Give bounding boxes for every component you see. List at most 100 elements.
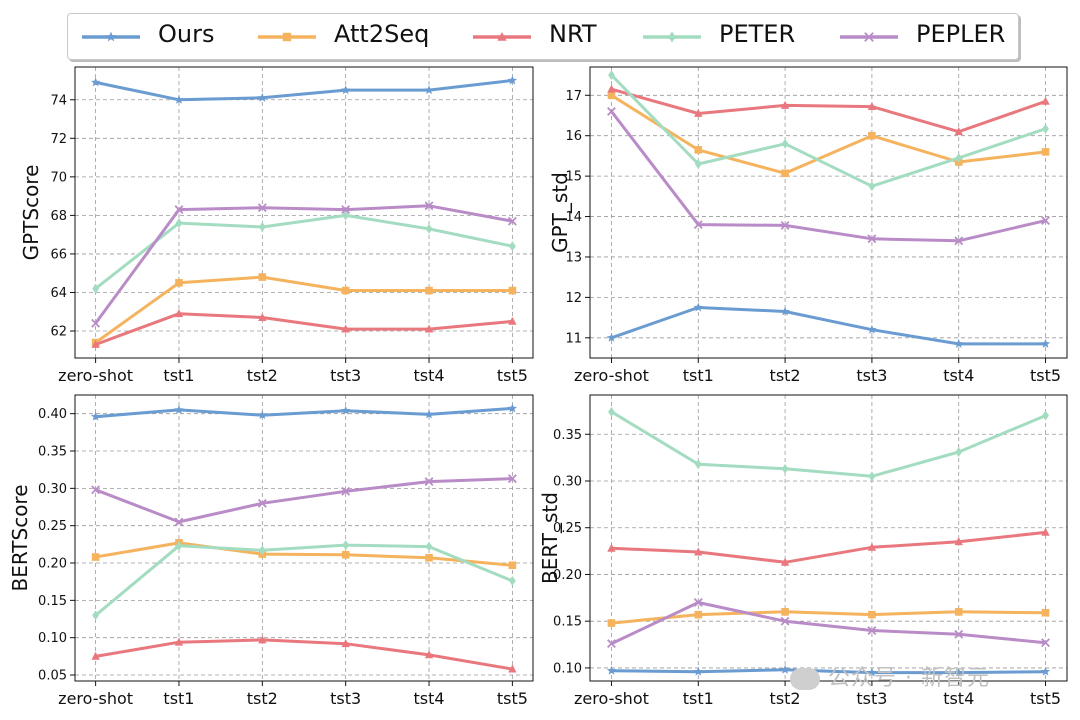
data-point-peter <box>425 223 433 234</box>
data-point-att2seq <box>868 610 876 619</box>
series-line-nrt <box>95 638 513 671</box>
data-point-att2seq <box>175 279 183 287</box>
x-tick-label: tst5 <box>497 366 528 385</box>
data-point-nrt <box>341 324 350 333</box>
legend-marker-x <box>864 32 874 42</box>
legend-label: NRT <box>549 20 597 48</box>
data-point-nrt <box>258 312 267 321</box>
data-point-peter <box>508 241 516 252</box>
x-tick-label: tst2 <box>770 366 801 385</box>
x-tick-label: tst2 <box>247 366 278 385</box>
series-line-att2seq <box>94 275 513 344</box>
x-tick-label: tst3 <box>856 689 887 708</box>
data-point-pepler <box>693 598 703 607</box>
data-point-att2seq <box>341 551 350 559</box>
data-point-att2seq <box>425 553 433 562</box>
series-line-ours <box>95 406 513 419</box>
subplot-gptscore: zero-shot tst1 tst2 tst3 tst4 tst5 62 64 66 68 70 7… <box>19 66 534 385</box>
y-tick-label: 66 <box>50 247 67 262</box>
data-point-peter <box>868 181 876 192</box>
data-point-ours <box>780 306 790 316</box>
data-point-ours <box>90 411 101 421</box>
data-point-ours <box>1040 666 1051 676</box>
data-point-nrt <box>91 339 100 348</box>
y-tick-label: 12 <box>565 291 582 306</box>
data-point-pepler <box>257 498 267 508</box>
data-point-nrt <box>607 543 616 552</box>
data-point-peter <box>175 540 183 551</box>
data-point-pepler <box>1041 638 1050 648</box>
x-tick-label: tst2 <box>770 689 801 708</box>
legend-label: Ours <box>158 20 215 48</box>
data-point-peter <box>955 152 963 163</box>
data-point-nrt <box>954 127 963 136</box>
data-point-peter <box>868 471 876 482</box>
series-line-pepler <box>610 601 1046 645</box>
x-tick-label: tst5 <box>1030 366 1061 385</box>
legend-marker-triangle <box>497 31 507 41</box>
data-point-pepler <box>424 477 434 487</box>
data-point-pepler <box>1041 216 1050 226</box>
data-point-pepler <box>174 517 184 527</box>
x-tick-label: tst3 <box>856 366 887 385</box>
y-tick-label: 68 <box>50 209 67 224</box>
data-point-ours <box>507 403 518 413</box>
data-point-pepler <box>91 318 101 328</box>
subplot-bertscore: zero-shot tst1 tst2 tst3 tst4 tst5 0.05 0.10 0.1… <box>8 394 534 708</box>
y-axis-label: GPTScore <box>19 165 43 261</box>
data-point-pepler <box>607 107 616 116</box>
series-line-att2seq <box>611 610 1046 625</box>
y-axis-label: BERTScore <box>8 484 32 591</box>
data-point-peter <box>1042 410 1049 421</box>
plot-frame <box>74 394 534 682</box>
legend: Ours Att2Seq NRT PETER PEPLER <box>67 13 1019 60</box>
y-tick-label: 0.05 <box>38 669 67 684</box>
y-tick-label: 13 <box>565 250 582 265</box>
series-line-ours <box>611 306 1046 346</box>
data-point-pepler <box>174 205 184 215</box>
data-point-pepler <box>91 485 101 495</box>
x-tick-label: tst4 <box>414 366 445 385</box>
data-point-peter <box>955 447 963 457</box>
data-point-ours <box>424 85 434 95</box>
y-tick-label: 0.35 <box>553 428 582 443</box>
y-tick-label: 14 <box>565 210 582 225</box>
x-tick-label: tst4 <box>943 366 974 385</box>
data-point-nrt <box>424 650 434 659</box>
data-point-pepler <box>607 639 616 649</box>
subplot-gpt-std: zero-shot tst1 tst2 tst3 tst4 tst5 11 12 13 14 15 1… <box>548 66 1068 385</box>
data-point-att2seq <box>694 610 703 619</box>
data-point-att2seq <box>341 286 350 295</box>
data-point-ours <box>424 409 434 419</box>
legend-label: Att2Seq <box>334 20 430 48</box>
data-point-peter <box>781 463 789 474</box>
x-tick-label: tst3 <box>330 689 361 708</box>
data-point-nrt <box>258 635 267 644</box>
data-point-att2seq <box>508 561 517 570</box>
x-tick-label: tst5 <box>1030 689 1061 708</box>
data-point-nrt <box>1041 96 1050 105</box>
data-point-nrt <box>1041 527 1050 536</box>
series-line-att2seq <box>95 541 513 567</box>
data-point-ours <box>340 405 351 415</box>
data-point-peter <box>92 283 100 294</box>
y-tick-label: 0.20 <box>38 557 67 572</box>
data-point-nrt <box>867 542 877 551</box>
data-point-pepler <box>257 203 267 213</box>
data-point-att2seq <box>425 286 433 295</box>
series-line-pepler <box>94 204 513 325</box>
series-line-peter <box>94 213 513 290</box>
y-tick-label: 0.25 <box>553 521 582 536</box>
watermark-text: 公众号 · 新智元 <box>828 666 990 691</box>
x-tick-label: tst2 <box>247 689 278 708</box>
y-tick-label: 16 <box>565 129 582 144</box>
data-point-peter <box>694 159 702 169</box>
data-point-peter <box>1042 123 1049 134</box>
y-axis-label: GPT_std <box>548 172 572 253</box>
data-point-nrt <box>508 316 517 325</box>
data-point-peter <box>781 138 789 149</box>
data-point-nrt <box>954 537 963 546</box>
plot-frame <box>589 394 1068 682</box>
legend-label: PETER <box>719 20 796 48</box>
data-point-pepler <box>693 220 703 230</box>
